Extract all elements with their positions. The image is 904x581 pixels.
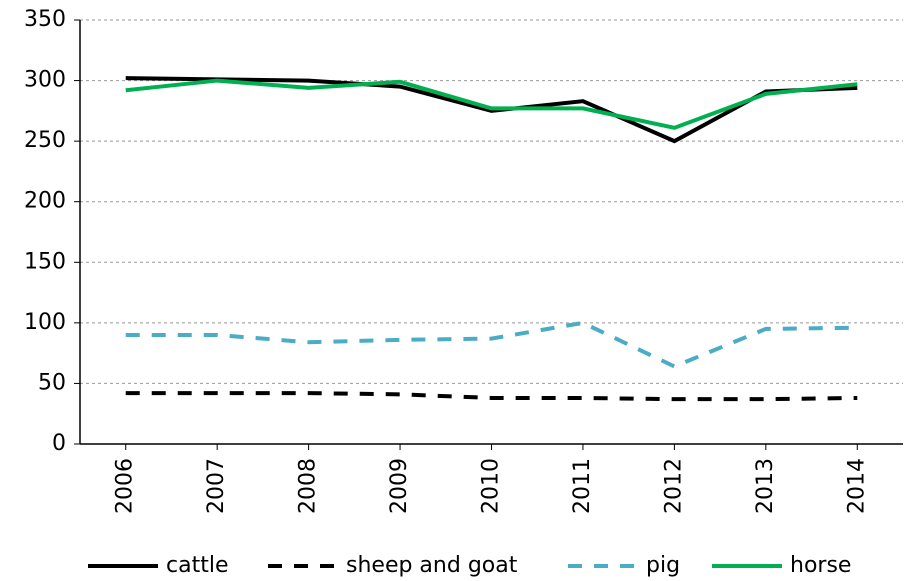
series-line (125, 78, 858, 130)
y-tick-label: 300 (24, 68, 66, 93)
x-tick-label: 2013 (753, 458, 778, 514)
y-tick-label: 350 (24, 7, 66, 32)
legend-label: sheep and goat (346, 553, 518, 578)
legend-label: pig (646, 553, 680, 578)
y-tick-label: 200 (24, 189, 66, 214)
y-tick-label: 100 (24, 310, 66, 335)
y-tick-label: 150 (24, 249, 66, 274)
series-line (125, 391, 858, 402)
x-tick-label: 2014 (844, 458, 869, 514)
y-tick-label: 0 (52, 431, 66, 456)
x-tick-label: 2009 (387, 458, 412, 514)
x-tick-label: 2010 (479, 458, 504, 514)
legend-label: horse (790, 553, 851, 578)
series-line (125, 76, 858, 144)
series-line (125, 320, 858, 369)
y-tick-label: 50 (38, 370, 66, 395)
x-tick-label: 2008 (296, 458, 321, 514)
x-tick-label: 2006 (113, 458, 138, 514)
legend-label: cattle (166, 553, 228, 578)
y-tick-label: 250 (24, 128, 66, 153)
x-tick-label: 2007 (204, 458, 229, 514)
x-tick-label: 2012 (661, 458, 686, 514)
x-tick-label: 2011 (570, 458, 595, 514)
